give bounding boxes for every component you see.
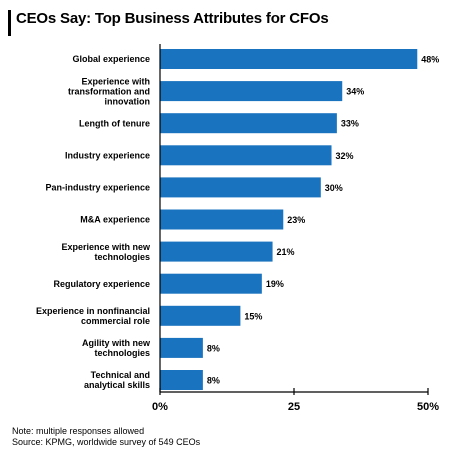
bar xyxy=(160,49,418,69)
category-label: Technical and analytical skills xyxy=(84,370,150,390)
bar-value-label: 8% xyxy=(207,343,220,353)
category-label-line: technologies xyxy=(94,348,150,358)
category-label-line: M&A experience xyxy=(80,215,150,225)
bar-value-label: 34% xyxy=(346,87,364,97)
category-label-line: analytical skills xyxy=(84,380,150,390)
note-text: Note: multiple responses allowed xyxy=(12,426,145,436)
bar xyxy=(160,145,332,166)
category-label-line: commercial role xyxy=(81,316,150,326)
bar xyxy=(160,209,284,230)
source-text: Source: KPMG, worldwide survey of 549 CE… xyxy=(12,437,201,447)
category-label: Length of tenure xyxy=(79,118,150,128)
bar-value-label: 48% xyxy=(421,55,439,65)
bar xyxy=(160,370,203,390)
category-label: Agility with new technologies xyxy=(82,338,151,358)
x-tick-label: 25 xyxy=(288,401,300,413)
bar-value-label: 8% xyxy=(207,376,220,386)
category-label: Experience with new technologies xyxy=(61,242,151,262)
bar xyxy=(160,305,241,326)
category-label-line: Length of tenure xyxy=(79,118,150,128)
category-label-line: Experience in nonfinancial xyxy=(36,306,150,316)
category-label-line: Industry experience xyxy=(65,151,150,161)
bar-value-label: 33% xyxy=(341,119,359,129)
bar-value-label: 15% xyxy=(244,311,262,321)
category-label-line: Pan-industry experience xyxy=(45,183,150,193)
bar xyxy=(160,177,321,198)
category-label: M&A experience xyxy=(80,215,150,225)
category-label-line: Agility with new xyxy=(82,338,151,348)
category-label: Experience with transformation and innovat… xyxy=(68,76,150,106)
category-label-line: innovation xyxy=(105,96,151,106)
category-label-line: technologies xyxy=(94,252,150,262)
category-label: Experience in nonfinancial commercial rol… xyxy=(36,306,150,326)
bar xyxy=(160,273,262,294)
title-accent-bar xyxy=(8,10,11,36)
category-label-line: Regulatory experience xyxy=(53,279,150,289)
category-label: Industry experience xyxy=(65,151,150,161)
chart-notes: Note: multiple responses allowed Source:… xyxy=(12,426,200,448)
bar xyxy=(160,113,337,134)
category-label-line: Experience with xyxy=(81,76,150,86)
bar xyxy=(160,241,273,262)
category-label: Pan-industry experience xyxy=(45,183,150,193)
bar xyxy=(160,81,343,102)
bar-value-label: 30% xyxy=(325,183,343,193)
x-tick-label: 50% xyxy=(417,401,439,413)
category-label-line: Global experience xyxy=(72,54,150,64)
chart-title: CEOs Say: Top Business Attributes for CF… xyxy=(16,10,329,27)
bar-value-label: 21% xyxy=(277,247,295,257)
category-label-line: Technical and xyxy=(91,370,150,380)
x-tick-label: 0% xyxy=(152,401,168,413)
bar-value-label: 32% xyxy=(336,151,354,161)
bar xyxy=(160,337,203,358)
category-label-line: transformation and xyxy=(68,86,150,96)
category-label: Global experience xyxy=(72,54,150,64)
bar-value-label: 23% xyxy=(287,215,305,225)
category-label-line: Experience with new xyxy=(61,242,151,252)
category-label: Regulatory experience xyxy=(53,279,150,289)
bar-value-label: 19% xyxy=(266,279,284,289)
